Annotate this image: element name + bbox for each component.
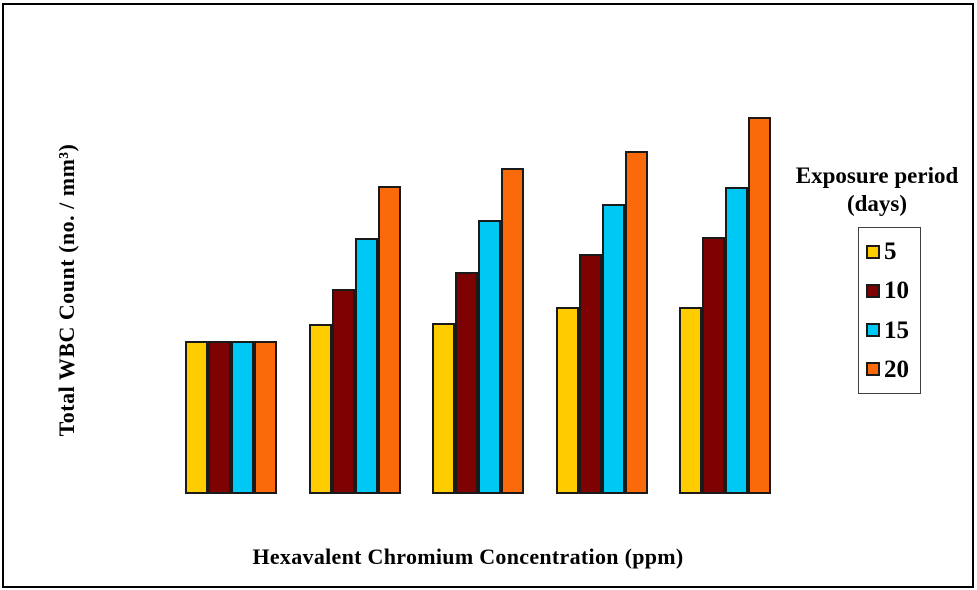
bar-group1-days-10 [208,341,231,494]
legend-swatch-icon [866,283,880,298]
legend-title: Exposure period (days) [795,163,959,216]
legend-item-20: 20 [866,357,918,382]
legend-label: 10 [884,277,909,305]
bar-group2-days-15 [354,238,378,494]
bar-group3-days-10 [455,272,478,494]
bar-group5-days-5 [679,307,702,494]
legend-label: 20 [884,355,909,383]
bar-group4-days-10 [578,254,602,494]
legend-item-15: 15 [866,318,918,343]
legend-swatch-icon [866,362,880,377]
bar-group5-days-10 [702,237,725,494]
y-axis-title: Total WBC Count (no. / mm³) [54,143,79,437]
bar-group4-days-5 [555,307,579,494]
chart-figure: Total WBC Count (no. / mm³) Hexavalent C… [2,3,974,588]
bar-group5-days-20 [748,117,771,494]
legend-box: 5 10 15 20 [858,227,921,394]
bar-group2-days-20 [377,186,401,494]
bar-group2-days-10 [331,289,355,494]
bar-group2-days-5 [308,324,332,494]
bar-group4-days-15 [601,204,625,494]
legend-swatch-icon [866,244,880,259]
bar-group3-days-5 [432,323,455,494]
bar-group1-days-5 [185,341,208,494]
bar-group1-days-20 [254,341,277,494]
bar-group5-days-15 [725,187,748,494]
bar-group3-days-15 [478,220,501,494]
bar-group1-days-15 [231,341,254,494]
legend-label: 15 [884,316,909,344]
legend-item-5: 5 [866,239,918,264]
plot-area [185,116,777,494]
legend-label: 5 [884,238,897,266]
legend-swatch-icon [866,323,880,338]
legend-item-10: 10 [866,278,918,303]
bar-group4-days-20 [624,151,648,494]
bar-group3-days-20 [501,168,524,494]
x-axis-title: Hexavalent Chromium Concentration (ppm) [252,544,684,569]
